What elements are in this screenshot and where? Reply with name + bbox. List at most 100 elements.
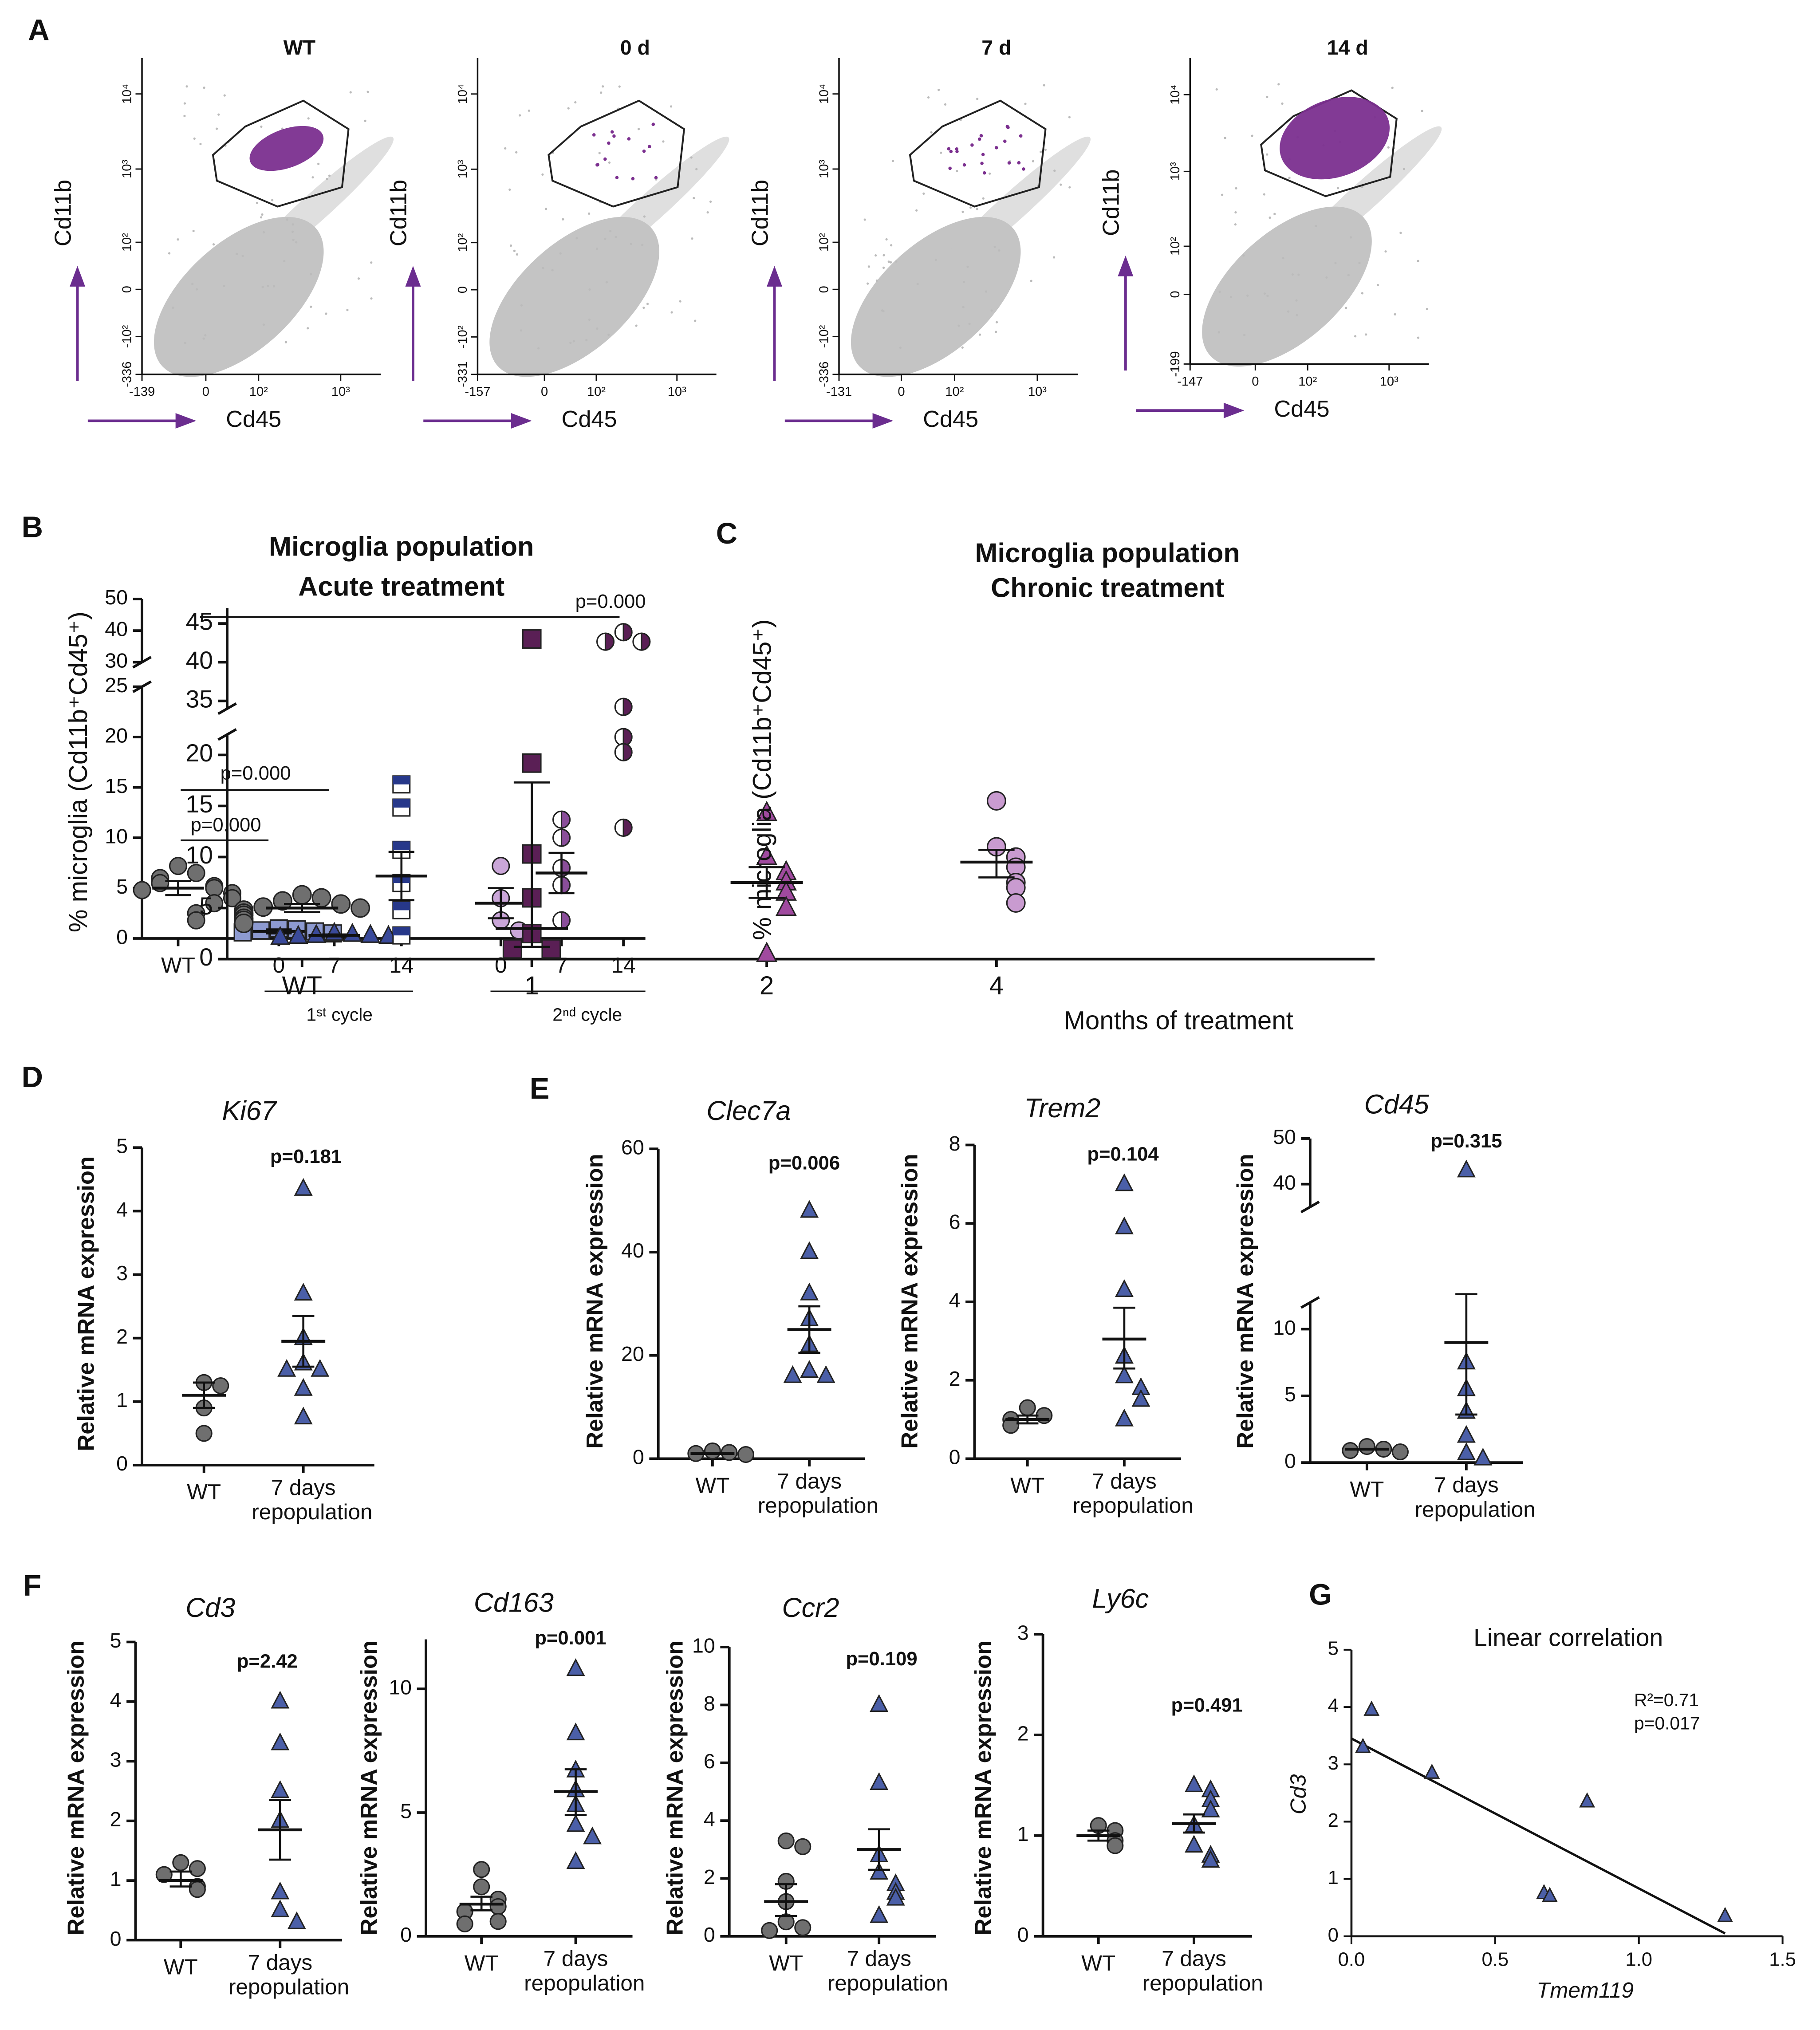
event-dot (1052, 256, 1056, 259)
data-point (1717, 1907, 1733, 1922)
event-dot (551, 269, 554, 272)
y-tick-label: 5 (116, 1135, 128, 1158)
marker-shape (1363, 1700, 1380, 1716)
marker-shape (1107, 1837, 1124, 1854)
y-axis-label: Cd11b (1099, 169, 1124, 236)
event-dot (370, 261, 373, 264)
data-point (800, 1241, 819, 1259)
y-tick-label: 2 (1328, 1810, 1339, 1831)
marker-shape (456, 1915, 473, 1932)
gated-event (947, 147, 951, 151)
data-point (492, 857, 510, 875)
event-dot (899, 347, 902, 349)
p-value: p=0.006 (768, 1153, 840, 1174)
event-dot (662, 140, 665, 143)
marker-shape (1358, 1438, 1375, 1455)
chart-title: Trem2 (1024, 1093, 1100, 1123)
chart-title: Clec7a (706, 1096, 791, 1126)
marker-shape (271, 1732, 290, 1750)
marker-shape (1036, 1407, 1053, 1424)
p-value: p=0.001 (535, 1628, 606, 1649)
event-dot (261, 286, 264, 288)
event-dot (1060, 183, 1062, 186)
x-tick-label: 10² (249, 385, 268, 399)
marker-shape (212, 1377, 229, 1395)
y-tick-label: 8 (704, 1692, 715, 1715)
data-point (614, 698, 633, 716)
event-dot (223, 284, 225, 287)
y-tick-label: 25 (105, 674, 128, 697)
marker-shape (777, 1832, 795, 1849)
y-tick-label: 5 (110, 1629, 122, 1652)
y-tick-label: 40 (621, 1239, 644, 1262)
data-point (1201, 1850, 1220, 1868)
axis-break (1300, 1296, 1320, 1309)
marker-shape (306, 924, 327, 943)
data-point (1424, 1763, 1440, 1779)
data-point (800, 1282, 819, 1301)
event-cloud (489, 217, 659, 377)
y-axis-label: Relative mRNA expression (971, 1640, 997, 1935)
x-tick-label: WT (1350, 1477, 1384, 1502)
gated-event (1007, 161, 1011, 165)
data-point (1185, 1835, 1203, 1853)
event-dot (215, 127, 218, 130)
event-dot (1354, 335, 1357, 338)
event-dot (1347, 274, 1350, 276)
event-dot (328, 174, 331, 177)
event-dot (694, 319, 697, 322)
marker-shape (886, 1888, 905, 1906)
event-dot (643, 215, 646, 218)
marker-shape (870, 1905, 889, 1923)
event-dot (890, 244, 893, 247)
y-tick-label: 10² (456, 233, 470, 252)
y-tick-label: 10³ (817, 160, 831, 178)
event-dot (537, 347, 540, 350)
data-point (816, 1365, 835, 1383)
marker-shape (1457, 1442, 1476, 1460)
marker-shape (1579, 1792, 1595, 1808)
x-tick-label-box: 7 days repopulation (252, 1477, 372, 1524)
data-point (212, 1377, 229, 1395)
data-point (552, 810, 571, 829)
event-dot (191, 283, 194, 285)
event-dot (595, 247, 599, 250)
data-point (1201, 1799, 1220, 1817)
event-dot (172, 306, 174, 309)
data-point (189, 1860, 206, 1877)
y-tick-label: 4 (116, 1198, 128, 1221)
marker-half (604, 632, 615, 651)
y-tick-label: 10⁴ (1168, 85, 1182, 105)
event-cloud (1287, 126, 1442, 266)
marker-half (393, 776, 410, 784)
gated-event (642, 150, 646, 153)
chart-subtitle: Acute treatment (298, 572, 504, 602)
data-point (614, 623, 633, 642)
y-tick-label: 5 (116, 875, 128, 898)
event-dot (1399, 232, 1402, 234)
marker-shape (489, 1913, 507, 1930)
y-axis-label: Relative mRNA expression (897, 1154, 923, 1448)
marker-shape (1115, 1216, 1134, 1234)
event-dot (968, 323, 971, 325)
data-point (288, 925, 308, 944)
event-cloud (239, 136, 394, 277)
x-tick-label: WT (164, 1955, 198, 1979)
event-dot (1215, 88, 1218, 91)
p-value: p=0.491 (1171, 1695, 1242, 1716)
y-tick-label: 1 (116, 1388, 128, 1411)
marker-shape (234, 914, 254, 933)
event-dot (223, 94, 226, 97)
event-dot (1421, 110, 1423, 112)
event-dot (938, 88, 940, 91)
event-dot (281, 127, 284, 130)
p-value: p=0.000 (575, 591, 646, 612)
marker-shape (502, 939, 522, 959)
data-point (1473, 1447, 1493, 1466)
gated-events (249, 126, 324, 171)
event-dot (916, 283, 919, 285)
marker-shape (195, 1425, 213, 1442)
data-point (775, 895, 797, 916)
gated-event (1006, 126, 1010, 130)
event-dot (1030, 280, 1032, 282)
